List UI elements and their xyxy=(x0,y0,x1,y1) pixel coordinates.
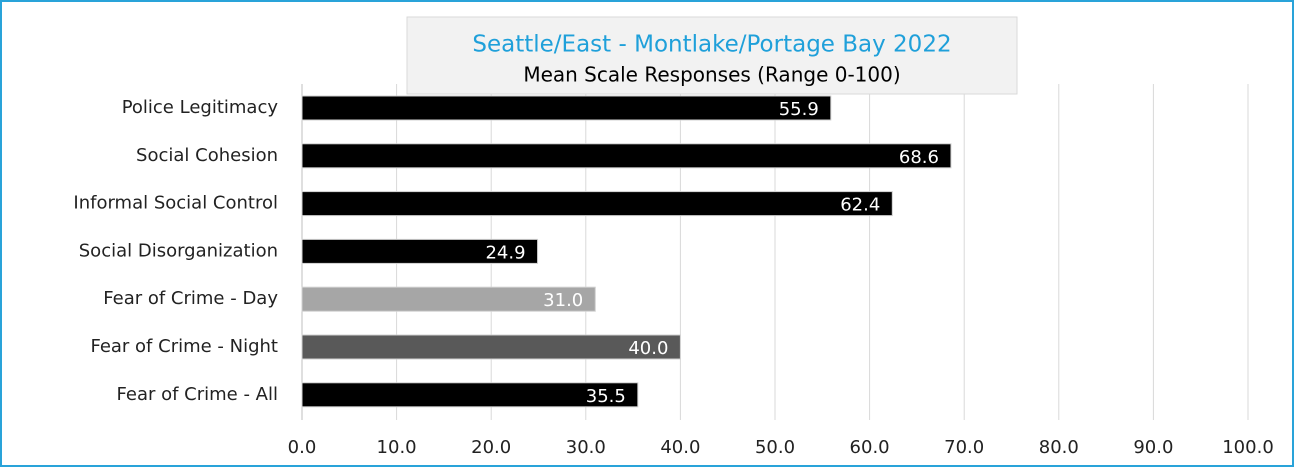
title-box xyxy=(406,16,1018,95)
value-label: 55.9 xyxy=(779,99,819,120)
x-tick-label: 90.0 xyxy=(1133,437,1173,458)
value-label: 35.5 xyxy=(586,386,626,407)
bar xyxy=(301,286,596,312)
x-tick-label: 0.0 xyxy=(288,437,317,458)
y-tick-label: Fear of Crime - All xyxy=(117,384,279,405)
y-tick-label: Fear of Crime - Night xyxy=(90,336,278,357)
x-tick-label: 30.0 xyxy=(566,437,606,458)
bar xyxy=(301,143,952,169)
x-tick-label: 100.0 xyxy=(1222,437,1274,458)
value-label: 31.0 xyxy=(543,290,583,311)
value-label: 62.4 xyxy=(840,195,880,216)
x-tick-label: 20.0 xyxy=(471,437,511,458)
x-tick-label: 50.0 xyxy=(755,437,795,458)
y-tick-label: Informal Social Control xyxy=(73,193,278,214)
bar xyxy=(301,382,639,408)
x-tick-label: 70.0 xyxy=(944,437,984,458)
x-tick-label: 80.0 xyxy=(1039,437,1079,458)
y-tick-label: Social Cohesion xyxy=(136,145,278,166)
value-label: 68.6 xyxy=(899,147,939,168)
value-label: 24.9 xyxy=(485,242,525,263)
value-label: 40.0 xyxy=(628,338,668,359)
x-tick-label: 60.0 xyxy=(850,437,890,458)
bar xyxy=(301,238,539,264)
bar xyxy=(301,191,893,217)
y-tick-label: Social Disorganization xyxy=(79,240,278,261)
x-tick-label: 40.0 xyxy=(660,437,700,458)
y-tick-label: Police Legitimacy xyxy=(122,97,279,118)
chart-title: Seattle/East - Montlake/Portage Bay 2022 xyxy=(472,32,951,58)
bar xyxy=(301,95,832,121)
y-tick-label: Fear of Crime - Day xyxy=(103,288,278,309)
chart-subtitle: Mean Scale Responses (Range 0-100) xyxy=(523,63,900,87)
x-tick-label: 10.0 xyxy=(377,437,417,458)
bar xyxy=(301,334,681,360)
